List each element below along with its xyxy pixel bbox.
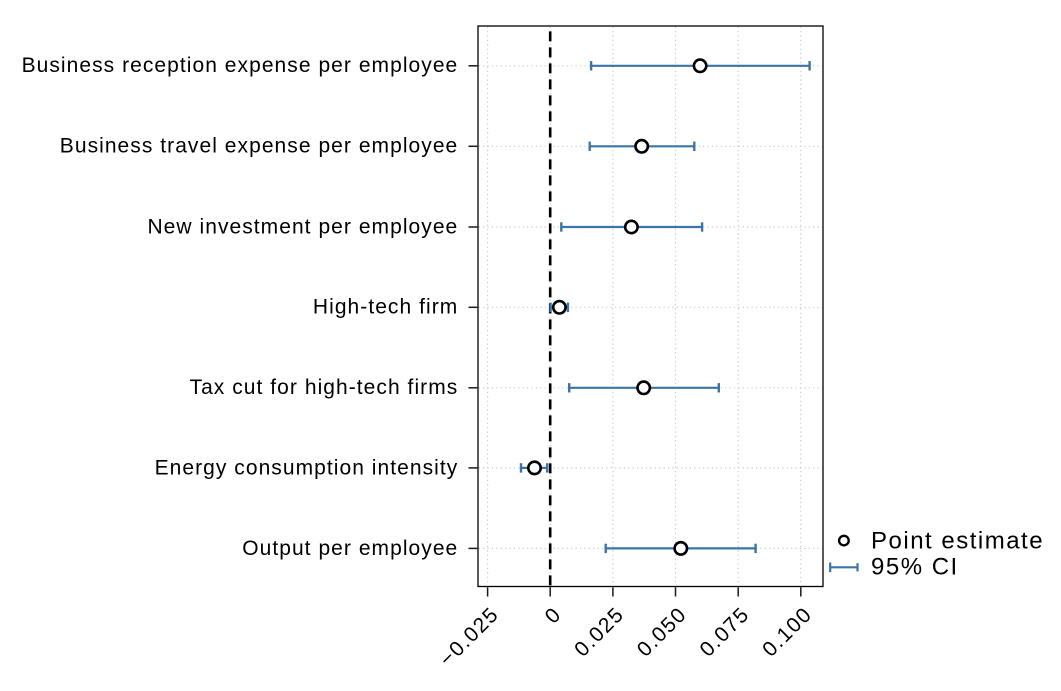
svg-text:Output per employee: Output per employee [242,537,458,560]
svg-text:Point estimate: Point estimate [871,528,1044,555]
svg-text:Business reception expense per: Business reception expense per employee [22,54,459,77]
svg-text:95% CI: 95% CI [871,554,959,581]
svg-text:High-tech firm: High-tech firm [313,296,458,319]
svg-text:Energy consumption intensity: Energy consumption intensity [155,456,459,479]
svg-text:Tax cut for high-tech firms: Tax cut for high-tech firms [190,376,459,399]
svg-text:New investment per employee: New investment per employee [147,215,458,238]
svg-text:Business travel expense per em: Business travel expense per employee [60,135,459,158]
